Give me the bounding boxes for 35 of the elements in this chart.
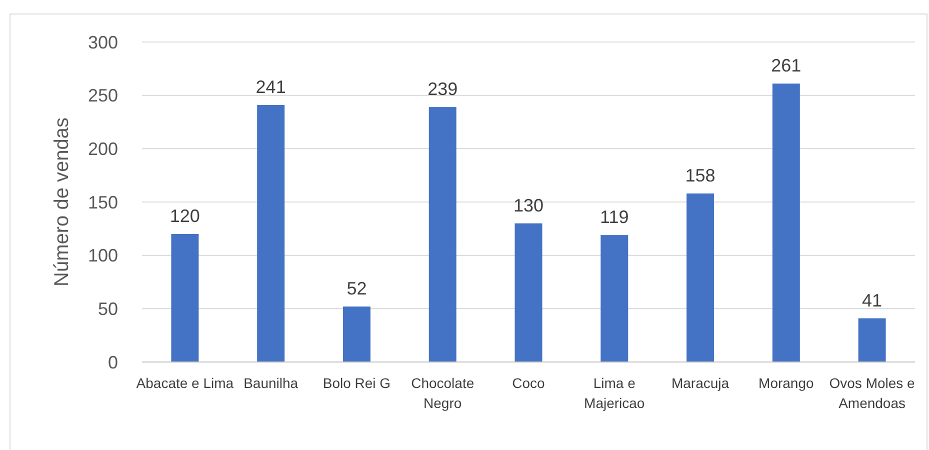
x-tick-label: Morango (758, 375, 814, 391)
data-label: 120 (170, 206, 200, 226)
x-tick-label: Coco (512, 375, 546, 391)
x-tick-label: Maracuja (671, 375, 730, 391)
x-tick-label: Abacate e Lima (136, 375, 234, 391)
bar (686, 193, 714, 362)
data-label: 241 (256, 76, 286, 97)
y-tick-label: 50 (98, 298, 118, 319)
bar (342, 306, 370, 362)
data-label: 119 (600, 207, 629, 228)
bar (257, 104, 285, 362)
y-tick-label: 200 (88, 138, 118, 159)
data-label: 41 (862, 290, 882, 310)
bar (858, 318, 886, 362)
bar (171, 234, 199, 362)
y-tick-label: 300 (88, 32, 118, 52)
x-tick-label: Chocolate Negro (411, 375, 474, 411)
x-tick-label: Ovos Moles e Amendoas (829, 375, 916, 411)
bar (428, 107, 456, 362)
data-label: 261 (771, 56, 802, 76)
bar (514, 223, 542, 362)
y-axis-title: Número de vendas (51, 118, 73, 286)
y-tick-label: 250 (88, 86, 118, 106)
y-tick-label: 0 (108, 352, 118, 372)
bar (772, 84, 800, 362)
bar (600, 235, 628, 362)
y-tick-label: 100 (88, 246, 118, 266)
x-tick-label: Bolo Rei G (322, 375, 391, 391)
data-label: 158 (685, 165, 716, 186)
data-label: 239 (428, 79, 458, 100)
data-label: 52 (346, 278, 367, 299)
x-tick-label: Baunilha (244, 375, 298, 391)
data-label: 130 (513, 195, 544, 216)
y-tick-label: 150 (88, 192, 118, 212)
x-tick-label: Lima e Majericao (584, 375, 645, 411)
